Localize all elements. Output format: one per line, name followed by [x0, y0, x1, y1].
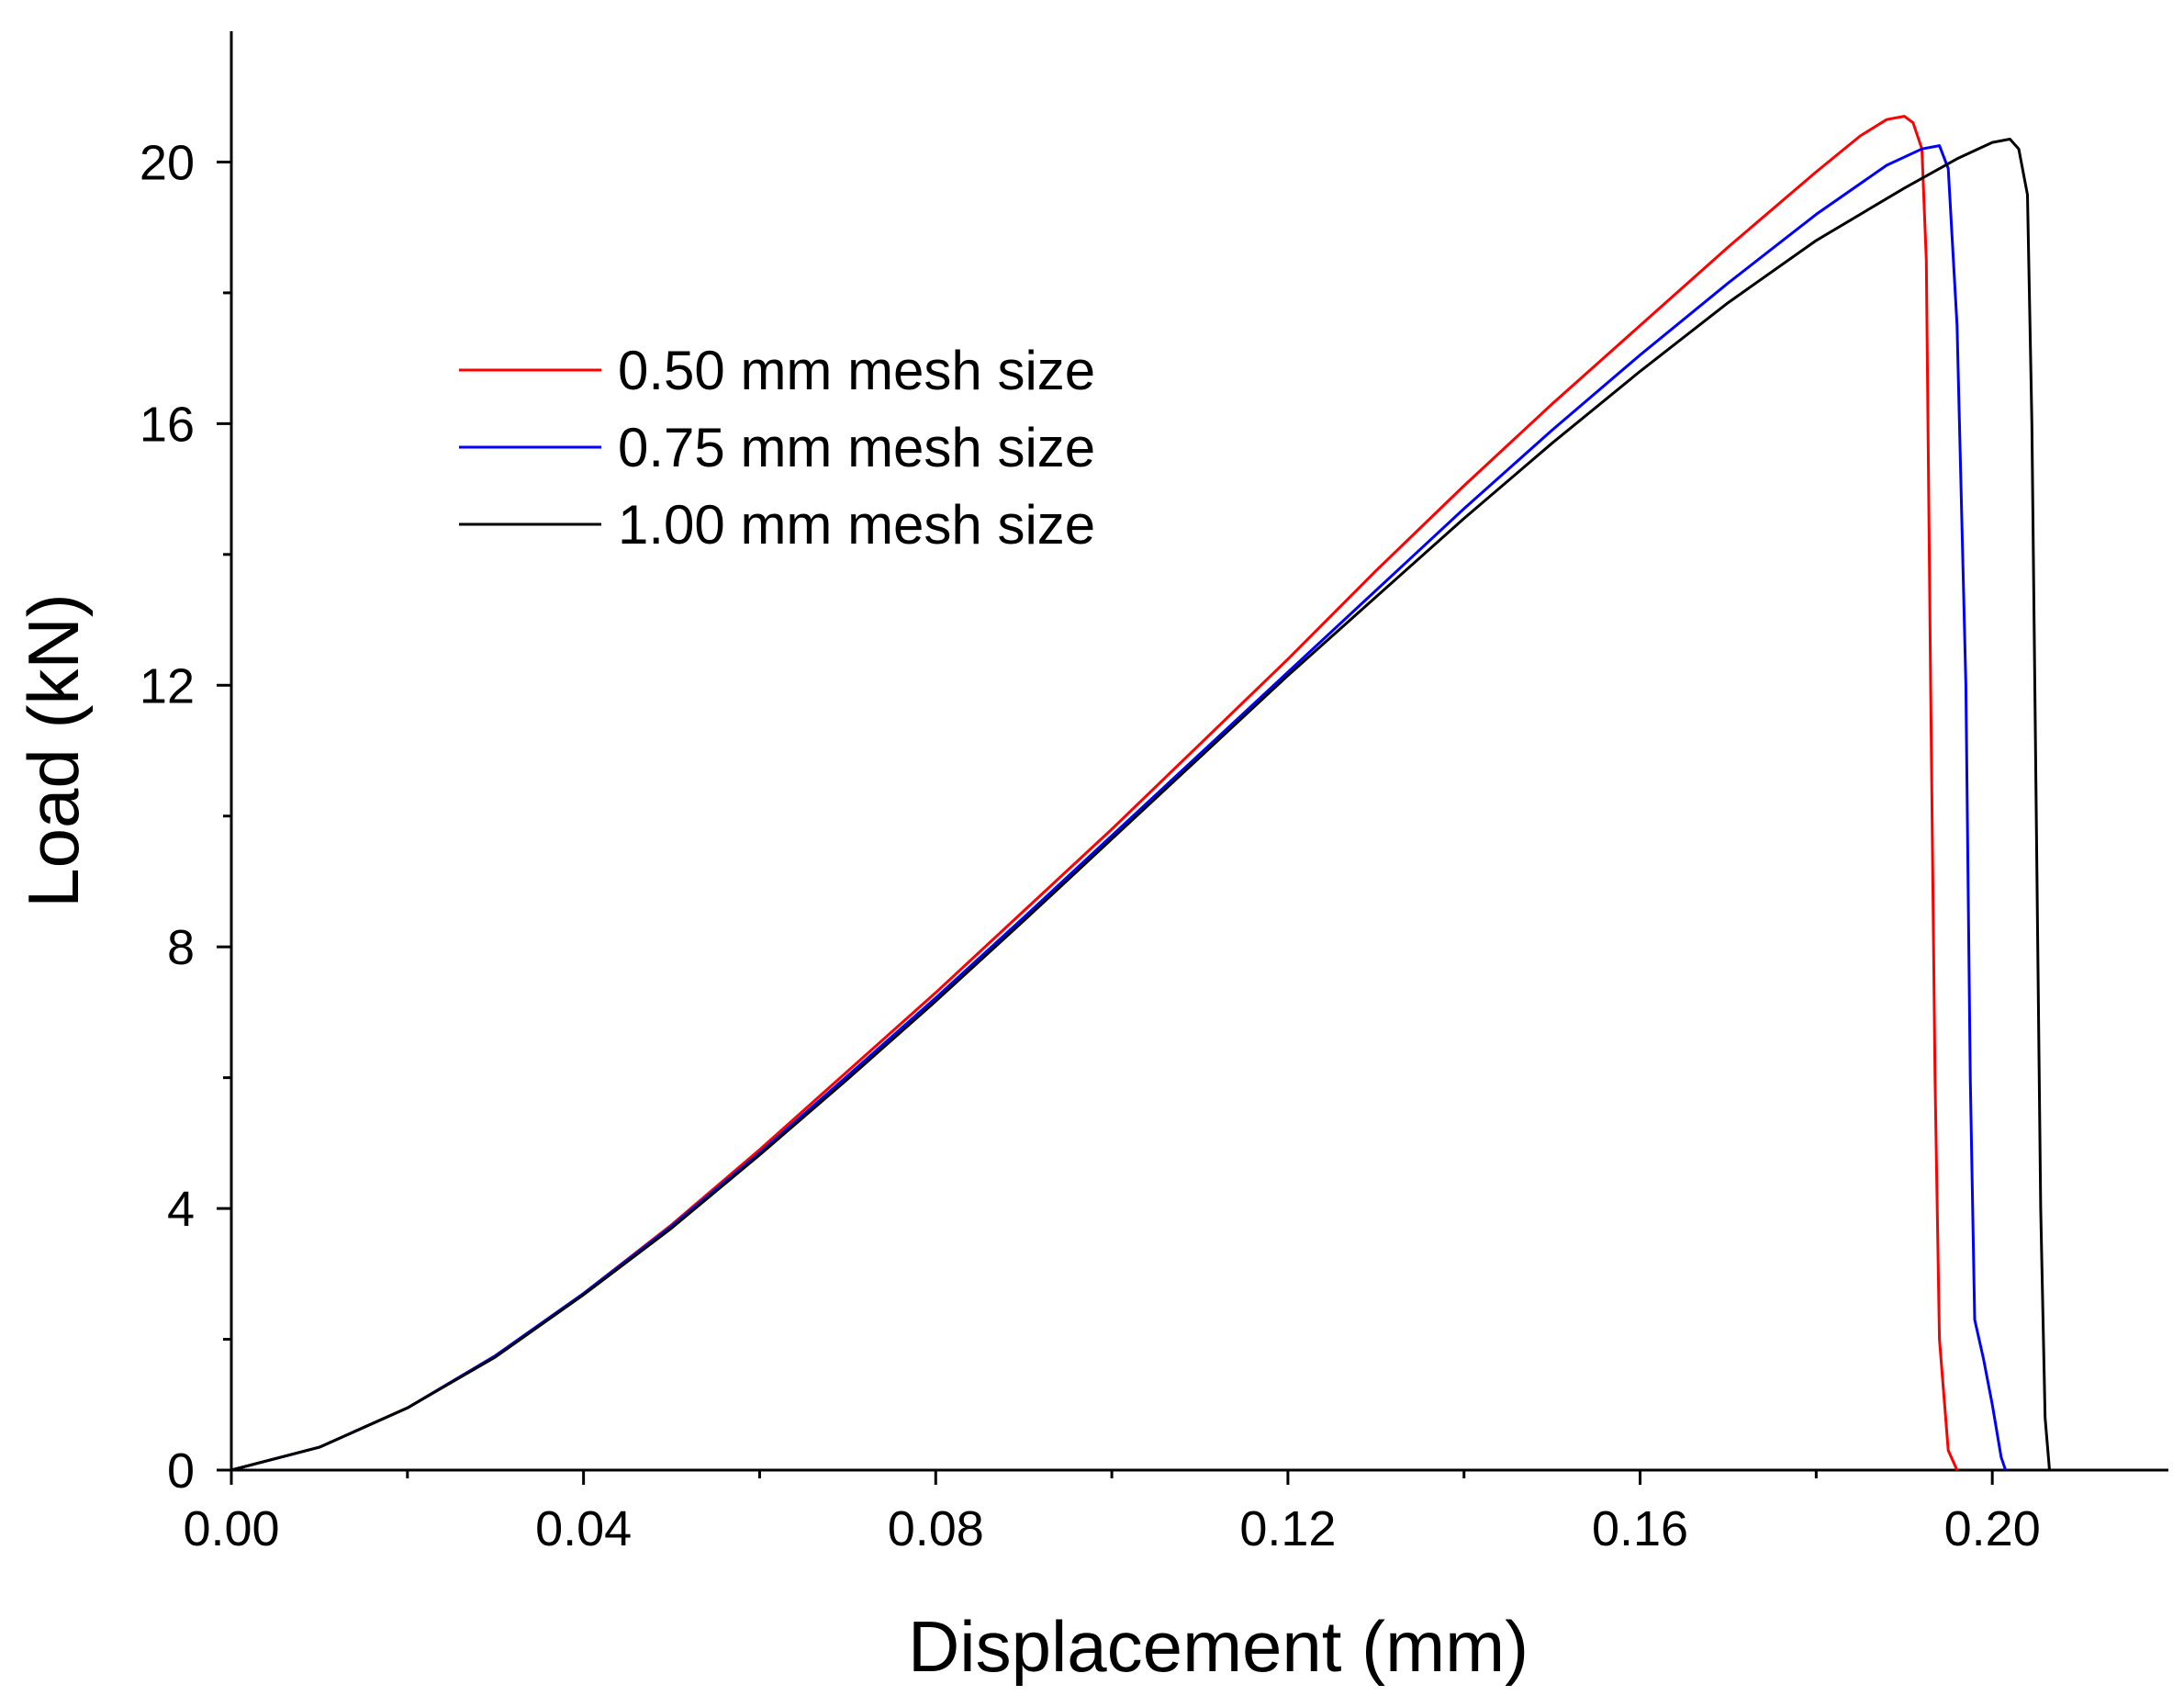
y-tick-label: 8 [167, 920, 195, 975]
x-tick-label: 0.00 [183, 1501, 279, 1556]
series-layer [230, 115, 2051, 1472]
y-tick-label: 4 [167, 1182, 195, 1237]
x-tick-label: 0.20 [1944, 1501, 2041, 1556]
series-line-3 [230, 138, 2051, 1472]
legend: 0.50 mm mesh size 0.75 mm mesh size 1.00 m… [459, 340, 1095, 556]
x-axis-title: Displacement (mm) [908, 1606, 1529, 1687]
legend-label-1: 0.50 mm mesh size [618, 340, 1095, 401]
y-tick-label: 16 [140, 397, 195, 452]
series-line-2 [230, 144, 2008, 1472]
x-tick-label: 0.16 [1592, 1501, 1688, 1556]
legend-label-2: 0.75 mm mesh size [618, 417, 1095, 478]
y-tick-label: 12 [140, 658, 195, 713]
x-tick-label: 0.12 [1239, 1501, 1336, 1556]
legend-label-3: 1.00 mm mesh size [618, 494, 1095, 556]
series-line-1 [230, 115, 1959, 1472]
y-tick-label: 20 [140, 135, 195, 190]
x-tick-label: 0.08 [888, 1501, 984, 1556]
y-axis-title: Load (kN) [13, 593, 94, 907]
x-tick-label: 0.04 [535, 1501, 632, 1556]
y-tick-label: 0 [167, 1443, 195, 1499]
axes-layer: 0.00 0.04 0.08 0.12 0.16 0.20 0 4 8 12 16 20 [140, 31, 2168, 1556]
